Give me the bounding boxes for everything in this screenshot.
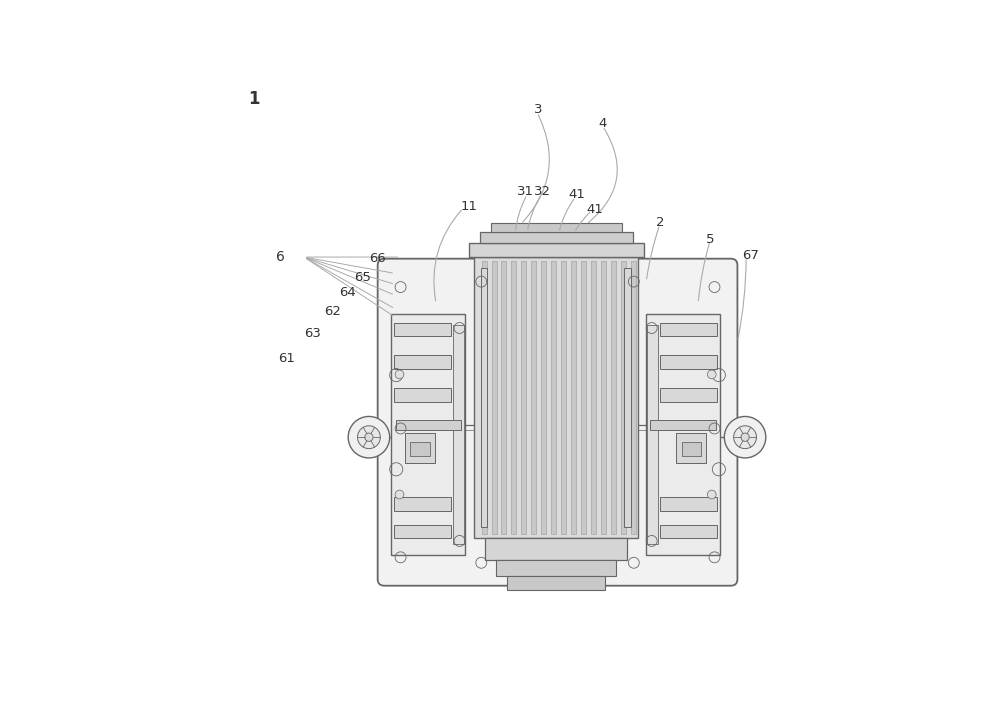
Bar	[650, 420, 716, 430]
FancyBboxPatch shape	[378, 259, 737, 586]
Bar	[507, 576, 605, 590]
Bar	[394, 323, 451, 336]
Text: 67: 67	[742, 249, 759, 262]
Bar	[676, 433, 706, 463]
Bar	[501, 262, 506, 534]
Text: 4: 4	[599, 117, 607, 130]
Bar	[646, 314, 720, 554]
Text: 32: 32	[534, 185, 551, 198]
Bar	[410, 442, 430, 456]
Bar	[511, 262, 516, 534]
Text: 62: 62	[324, 305, 341, 318]
Bar	[453, 325, 464, 544]
Bar	[396, 420, 461, 430]
Text: 31: 31	[517, 185, 534, 198]
Bar	[491, 223, 622, 233]
Bar	[660, 497, 717, 511]
Bar	[660, 388, 717, 402]
Text: 2: 2	[656, 216, 665, 229]
Bar	[591, 262, 596, 534]
Circle shape	[707, 490, 716, 499]
Bar	[474, 257, 638, 538]
Bar	[660, 323, 717, 336]
Bar	[561, 262, 566, 534]
Text: 6: 6	[276, 250, 284, 264]
Bar	[394, 497, 451, 511]
Bar	[492, 262, 497, 534]
Bar	[682, 442, 701, 456]
Bar	[391, 314, 465, 554]
Bar	[601, 262, 606, 534]
Bar	[541, 262, 546, 534]
Bar	[482, 262, 487, 534]
Circle shape	[707, 370, 716, 379]
Bar	[496, 560, 616, 576]
Bar	[551, 262, 556, 534]
Bar	[521, 262, 526, 534]
Bar	[631, 262, 636, 534]
Bar	[647, 325, 658, 544]
Bar	[394, 388, 451, 402]
Text: 61: 61	[278, 352, 295, 364]
Text: 5: 5	[706, 233, 715, 245]
Bar	[485, 538, 627, 560]
Bar	[469, 243, 644, 257]
Circle shape	[395, 370, 404, 379]
Text: 64: 64	[339, 286, 356, 299]
Bar	[531, 262, 536, 534]
Bar	[660, 355, 717, 369]
Bar	[621, 262, 626, 534]
Bar	[581, 262, 586, 534]
Bar	[571, 262, 576, 534]
Text: 63: 63	[304, 327, 321, 340]
Circle shape	[365, 433, 373, 442]
Circle shape	[734, 426, 756, 449]
Bar	[660, 525, 717, 538]
Bar	[480, 233, 633, 243]
Bar	[611, 262, 616, 534]
Bar	[394, 355, 451, 369]
Circle shape	[724, 416, 766, 458]
Bar	[624, 268, 631, 527]
Text: 1: 1	[248, 90, 259, 108]
Bar	[481, 268, 487, 527]
Text: 3: 3	[534, 103, 543, 116]
Circle shape	[348, 416, 390, 458]
Circle shape	[358, 426, 380, 449]
Text: 41: 41	[586, 203, 603, 216]
Text: 41: 41	[569, 188, 586, 201]
Circle shape	[741, 433, 749, 442]
Text: 66: 66	[369, 252, 386, 265]
Bar	[394, 525, 451, 538]
Text: 11: 11	[460, 200, 477, 213]
Text: 65: 65	[354, 271, 371, 284]
Circle shape	[395, 490, 404, 499]
Bar	[405, 433, 435, 463]
